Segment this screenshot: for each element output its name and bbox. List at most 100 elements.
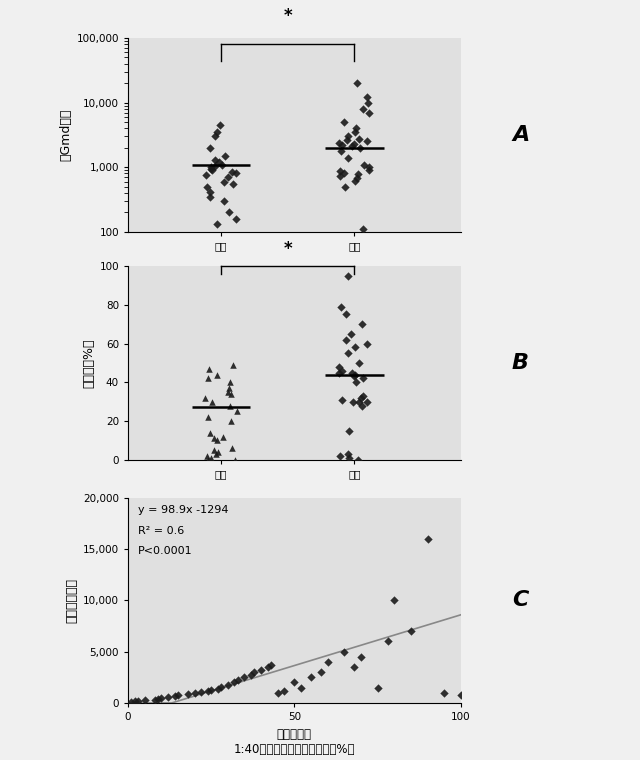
Point [349, 370, 359, 382]
Point [353, 395, 364, 407]
Point [456, 689, 466, 701]
Point [349, 661, 360, 673]
Point [196, 686, 206, 698]
Point [227, 442, 237, 454]
Point [362, 337, 372, 350]
Point [262, 661, 273, 673]
Point [232, 405, 242, 417]
Point [355, 141, 365, 154]
Point [227, 166, 237, 178]
Point [389, 594, 399, 606]
Point [337, 394, 348, 406]
Point [209, 130, 220, 142]
Point [341, 334, 351, 346]
Point [229, 676, 239, 689]
Point [334, 137, 344, 149]
Point [356, 651, 366, 663]
Point [206, 451, 216, 464]
Point [163, 691, 173, 703]
Text: R² = 0.6: R² = 0.6 [138, 526, 184, 536]
Point [223, 206, 234, 218]
Point [150, 694, 160, 706]
Point [133, 695, 143, 707]
Point [129, 695, 140, 708]
Point [279, 685, 289, 697]
Point [225, 400, 235, 412]
Point [216, 680, 227, 692]
Point [358, 223, 369, 235]
Point [223, 171, 233, 183]
Point [406, 625, 416, 637]
Point [250, 666, 260, 678]
Point [358, 372, 368, 385]
Text: C: C [512, 591, 529, 610]
Point [342, 270, 353, 282]
Point [206, 683, 216, 695]
Point [353, 357, 364, 369]
Point [343, 130, 353, 142]
Point [339, 166, 349, 179]
Point [202, 450, 212, 462]
Text: B: B [512, 353, 529, 373]
Point [226, 388, 236, 400]
Point [422, 533, 433, 545]
Point [153, 693, 163, 705]
Point [348, 141, 358, 153]
Point [209, 432, 220, 445]
Point [214, 156, 224, 168]
Point [359, 158, 369, 170]
Point [225, 376, 235, 388]
Point [207, 395, 217, 407]
Point [206, 163, 216, 175]
Point [364, 163, 374, 176]
Point [210, 160, 220, 172]
Point [209, 444, 219, 456]
Point [344, 425, 354, 437]
Point [206, 161, 216, 173]
Point [348, 395, 358, 407]
Point [337, 365, 347, 377]
Point [335, 165, 346, 177]
Point [358, 103, 368, 115]
Point [209, 154, 220, 166]
Point [211, 448, 221, 460]
Point [362, 395, 372, 407]
Point [223, 382, 234, 394]
Point [364, 106, 374, 119]
Point [337, 139, 348, 151]
Point [349, 341, 360, 353]
Point [204, 363, 214, 375]
Point [344, 451, 354, 464]
Point [239, 671, 250, 683]
Y-axis label: 物理学的力値: 物理学的力値 [66, 578, 79, 623]
Point [189, 687, 200, 699]
Point [266, 659, 276, 671]
Point [356, 400, 367, 412]
Text: P<0.0001: P<0.0001 [138, 546, 193, 556]
Y-axis label: 阔害率（%）: 阔害率（%） [82, 338, 95, 388]
Point [205, 426, 215, 439]
Point [340, 181, 350, 193]
Point [358, 390, 368, 402]
Point [205, 191, 215, 203]
Point [211, 435, 221, 447]
Point [334, 366, 344, 378]
Point [343, 448, 353, 460]
Point [355, 133, 365, 145]
Point [342, 135, 352, 147]
Point [337, 144, 347, 157]
Point [364, 97, 374, 109]
Point [350, 369, 360, 381]
Point [351, 376, 362, 388]
Point [357, 318, 367, 330]
Point [372, 682, 383, 694]
Point [362, 91, 372, 103]
Point [203, 454, 213, 466]
Point [353, 454, 364, 466]
Text: *: * [284, 240, 292, 258]
Point [203, 685, 213, 697]
Point [352, 172, 362, 184]
Point [173, 689, 183, 701]
Point [347, 366, 357, 378]
Point [349, 175, 360, 187]
